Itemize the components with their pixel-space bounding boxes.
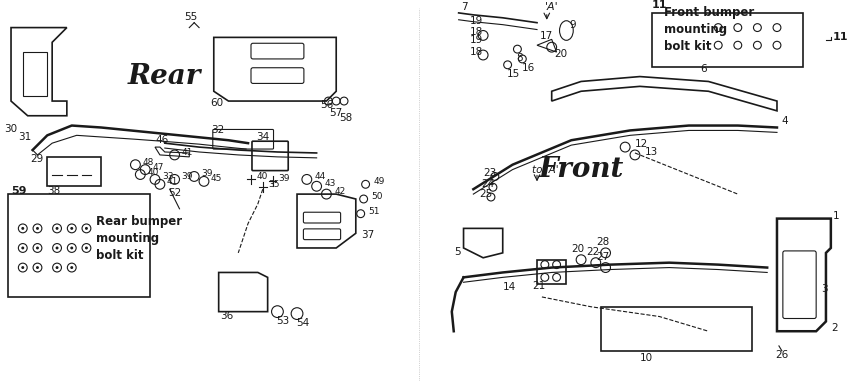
Text: 40: 40: [147, 168, 159, 177]
Text: 49: 49: [373, 177, 385, 186]
Text: 19: 19: [469, 16, 483, 26]
Text: 60: 60: [210, 98, 224, 108]
Text: Rear: Rear: [128, 63, 201, 90]
Text: 39: 39: [201, 170, 212, 179]
Text: 45: 45: [211, 174, 222, 183]
Circle shape: [85, 246, 88, 250]
Text: 50: 50: [371, 192, 383, 201]
Circle shape: [21, 246, 25, 250]
Text: 58: 58: [339, 113, 353, 122]
Text: 41: 41: [181, 148, 193, 157]
Circle shape: [36, 266, 39, 269]
Text: 28: 28: [596, 237, 609, 247]
Circle shape: [21, 227, 25, 230]
Text: 33: 33: [162, 172, 173, 181]
Text: 30: 30: [4, 124, 18, 135]
Text: Front bumper
mounting
bolt kit: Front bumper mounting bolt kit: [665, 6, 755, 53]
Text: 23: 23: [483, 168, 496, 179]
Text: 43: 43: [325, 179, 336, 188]
Text: 59: 59: [11, 186, 26, 196]
Text: 39: 39: [181, 172, 193, 181]
Text: 'A': 'A': [545, 2, 558, 12]
Text: 5: 5: [454, 247, 461, 257]
Text: 48: 48: [142, 158, 154, 167]
Text: 1: 1: [833, 211, 840, 221]
Circle shape: [85, 227, 88, 230]
Text: 52: 52: [167, 188, 181, 198]
Text: 6: 6: [700, 64, 707, 74]
Text: 20: 20: [571, 244, 585, 254]
Text: 34: 34: [256, 132, 269, 142]
Circle shape: [55, 227, 59, 230]
Text: 27: 27: [596, 252, 609, 262]
Text: 46: 46: [155, 135, 168, 145]
Circle shape: [71, 246, 73, 250]
Text: Rear bumper
mounting
bolt kit: Rear bumper mounting bolt kit: [96, 215, 183, 262]
Text: 8: 8: [517, 53, 523, 63]
Text: 38: 38: [48, 186, 60, 196]
Circle shape: [55, 246, 59, 250]
Circle shape: [36, 246, 39, 250]
Text: 18: 18: [469, 47, 483, 57]
Text: 16: 16: [521, 63, 535, 73]
Text: 11: 11: [833, 32, 848, 43]
Text: to 'A': to 'A': [532, 165, 558, 175]
Text: 55: 55: [184, 12, 198, 22]
Text: 41: 41: [167, 177, 178, 186]
Text: 56: 56: [320, 100, 333, 110]
Text: 54: 54: [296, 318, 309, 328]
Text: 32: 32: [211, 125, 224, 135]
Text: 57: 57: [330, 108, 343, 118]
Text: 17: 17: [540, 31, 553, 41]
Text: 37: 37: [360, 230, 374, 240]
Text: 13: 13: [645, 147, 658, 157]
Circle shape: [21, 266, 25, 269]
Text: 39: 39: [279, 174, 290, 183]
Text: 3: 3: [821, 284, 828, 294]
Circle shape: [36, 227, 39, 230]
Text: 7: 7: [462, 2, 468, 12]
Text: 51: 51: [369, 207, 380, 216]
Text: 36: 36: [221, 312, 234, 321]
Text: 22: 22: [586, 247, 599, 257]
Text: 40: 40: [257, 172, 269, 181]
Text: 44: 44: [314, 172, 326, 181]
Text: 21: 21: [532, 281, 546, 291]
Text: 24: 24: [481, 179, 495, 189]
Circle shape: [55, 266, 59, 269]
Text: 9: 9: [570, 20, 576, 30]
Text: 11: 11: [652, 0, 667, 10]
Text: 42: 42: [334, 187, 345, 196]
Text: 31: 31: [18, 132, 31, 142]
Text: 25: 25: [479, 189, 492, 199]
Text: 47: 47: [152, 163, 163, 172]
Circle shape: [71, 227, 73, 230]
Text: 53: 53: [276, 316, 290, 326]
Text: 35: 35: [269, 180, 281, 189]
Circle shape: [71, 266, 73, 269]
Text: 26: 26: [775, 350, 788, 360]
Text: 19: 19: [469, 35, 483, 45]
Text: 10: 10: [640, 353, 653, 363]
Text: 15: 15: [507, 69, 520, 78]
Text: 18: 18: [469, 27, 483, 37]
Text: 20: 20: [555, 49, 568, 59]
Text: 12: 12: [635, 139, 649, 149]
Text: 4: 4: [782, 115, 789, 126]
Text: 29: 29: [31, 154, 44, 164]
Text: 2: 2: [830, 323, 837, 333]
Text: 14: 14: [502, 282, 516, 292]
Text: Front: Front: [538, 156, 624, 183]
